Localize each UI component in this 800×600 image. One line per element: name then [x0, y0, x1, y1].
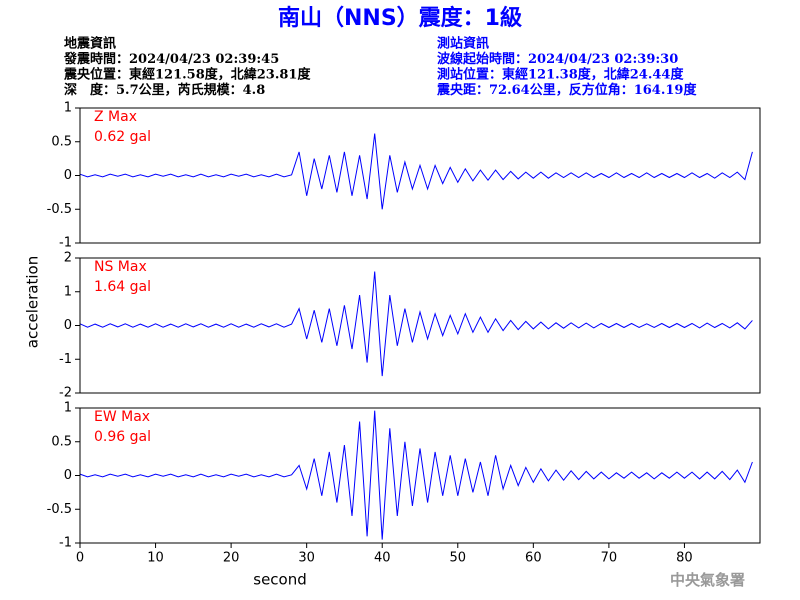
y-tick-label: 2 [64, 251, 72, 266]
y-tick-label: 1 [64, 101, 72, 116]
y-tick-label: 1 [64, 401, 72, 416]
y-axis-label: acceleration [24, 256, 42, 348]
y-tick-label: -0.5 [47, 502, 72, 517]
waveform [79, 410, 753, 540]
event-info: 震央位置：東經121.58度，北緯23.81度 [63, 67, 311, 83]
y-tick-label: 0 [64, 468, 72, 483]
event-info: 發震時間：2024/04/23 02:39:45 [63, 51, 279, 67]
station-info: 波線起始時間：2024/04/23 02:39:30 [437, 51, 678, 67]
x-axis-label: second [253, 571, 307, 589]
station-info: 震央距：72.64公里，反方位角：164.19度 [436, 82, 697, 98]
y-tick-label: 1 [64, 284, 72, 299]
waveform [79, 271, 753, 377]
y-tick-label: -2 [59, 386, 72, 401]
x-tick-label: 20 [223, 551, 240, 566]
title: 南山（NNS）震度：1級 [278, 5, 522, 31]
y-tick-label: -1 [59, 352, 72, 367]
max-label: NS Max [94, 259, 147, 275]
x-tick-label: 60 [525, 551, 542, 566]
x-tick-label: 40 [374, 551, 391, 566]
x-tick-label: 70 [601, 551, 618, 566]
y-tick-label: -0.5 [47, 202, 72, 217]
y-tick-label: -1 [59, 536, 72, 551]
max-label: EW Max [94, 409, 150, 425]
y-tick-label: 0.5 [51, 134, 72, 149]
max-label: Z Max [94, 109, 137, 125]
y-tick-label: 0 [64, 318, 72, 333]
max-label: 1.64 gal [94, 279, 151, 295]
x-tick-label: 30 [298, 551, 315, 566]
waveform [79, 133, 753, 210]
station-info: 測站位置：東經121.38度，北緯24.44度 [437, 67, 684, 83]
y-tick-label: -1 [59, 236, 72, 251]
event-info: 地震資訊 [64, 36, 116, 52]
event-info: 深 度：5.7公里，芮氏規模：4.8 [64, 82, 265, 98]
x-tick-label: 80 [676, 551, 693, 566]
x-tick-label: 0 [76, 551, 84, 566]
station-info: 測站資訊 [437, 36, 489, 52]
footer: 中央氣象署 [670, 571, 745, 589]
max-label: 0.96 gal [94, 429, 151, 445]
max-label: 0.62 gal [94, 129, 151, 145]
x-tick-label: 10 [147, 551, 164, 566]
y-tick-label: 0 [64, 168, 72, 183]
x-tick-label: 50 [450, 551, 467, 566]
y-tick-label: 0.5 [51, 434, 72, 449]
